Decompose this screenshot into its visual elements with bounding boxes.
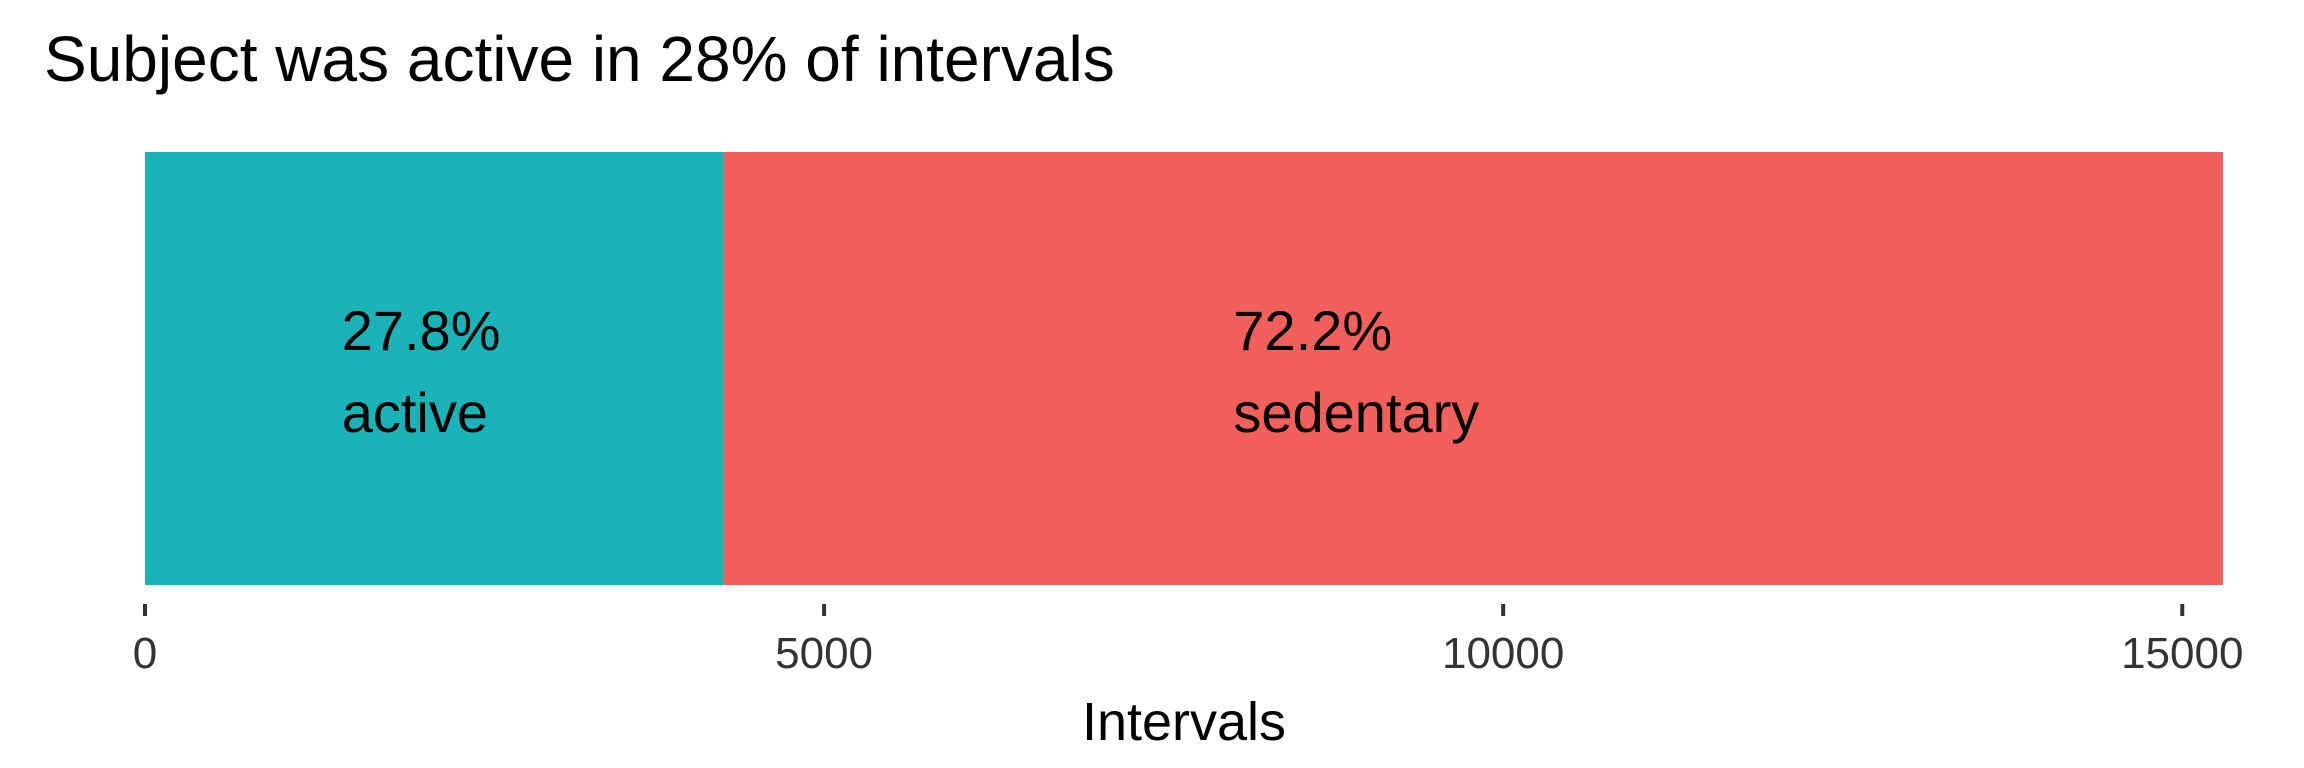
x-tick-label: 10000 [1442, 629, 1564, 678]
segment-category-label-sedentary: sedentary [1233, 381, 1479, 444]
segment-category-label-active: active [342, 381, 488, 444]
x-tick-label: 5000 [775, 629, 873, 678]
x-tick-label: 15000 [2121, 629, 2243, 678]
x-axis: 0 5000 10000 15000 [133, 604, 2243, 678]
segment-percent-label-active: 27.8% [342, 299, 501, 362]
segment-percent-label-sedentary: 72.2% [1233, 299, 1392, 362]
bar-segment-active [145, 152, 724, 585]
chart-title: Subject was active in 28% of intervals [44, 23, 1115, 95]
bar-segment-sedentary [723, 152, 2224, 585]
segment-labels: 27.8% active 72.2% sedentary [342, 299, 1480, 444]
bar-segments [145, 152, 2224, 585]
x-tick-label: 0 [133, 629, 157, 678]
x-axis-title: Intervals [1082, 692, 1286, 752]
